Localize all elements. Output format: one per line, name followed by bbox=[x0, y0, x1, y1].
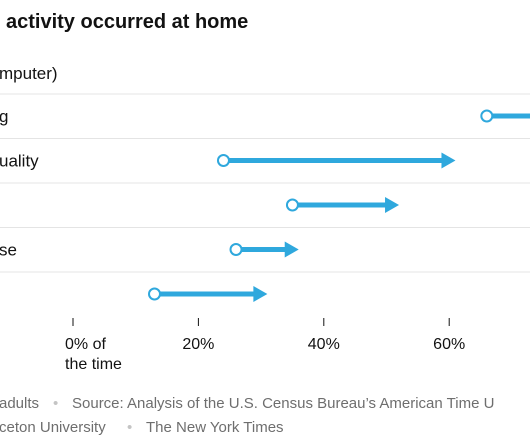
chart-subtitle: mputer) bbox=[0, 64, 58, 83]
x-tick-label: 60% bbox=[433, 336, 465, 353]
footer-separator-2: • bbox=[127, 419, 132, 436]
footer: adults • Source: Analysis of the U.S. Ce… bbox=[0, 395, 494, 436]
arrow-head bbox=[284, 241, 299, 258]
footer-text-2a: ceton University bbox=[0, 419, 106, 436]
start-marker bbox=[216, 154, 230, 167]
x-axis: 0% of the time 20% 40% 60% bbox=[65, 318, 465, 373]
category-label: g bbox=[0, 107, 8, 126]
footer-credit: The New York Times bbox=[146, 419, 284, 436]
chart-title: activity occurred at home bbox=[6, 11, 248, 33]
x-tick-label-line2: the time bbox=[65, 356, 122, 373]
arrow-head bbox=[441, 152, 456, 169]
category-label: se bbox=[0, 241, 17, 260]
footer-separator-1: • bbox=[53, 395, 58, 412]
x-tick-label: 40% bbox=[308, 336, 340, 353]
category-label: uality bbox=[0, 152, 39, 171]
x-tick-label: 20% bbox=[182, 336, 214, 353]
arrow-head bbox=[385, 197, 400, 213]
rows-layer: g uality se bbox=[0, 93, 530, 302]
start-marker bbox=[148, 287, 162, 301]
start-marker bbox=[229, 243, 243, 256]
start-marker bbox=[480, 109, 494, 123]
footer-text-1a: adults bbox=[0, 395, 39, 412]
footer-source: Source: Analysis of the U.S. Census Bure… bbox=[72, 395, 494, 412]
x-tick-label: 0% of bbox=[65, 336, 106, 353]
arrow-head bbox=[253, 286, 268, 302]
start-marker bbox=[285, 198, 299, 212]
